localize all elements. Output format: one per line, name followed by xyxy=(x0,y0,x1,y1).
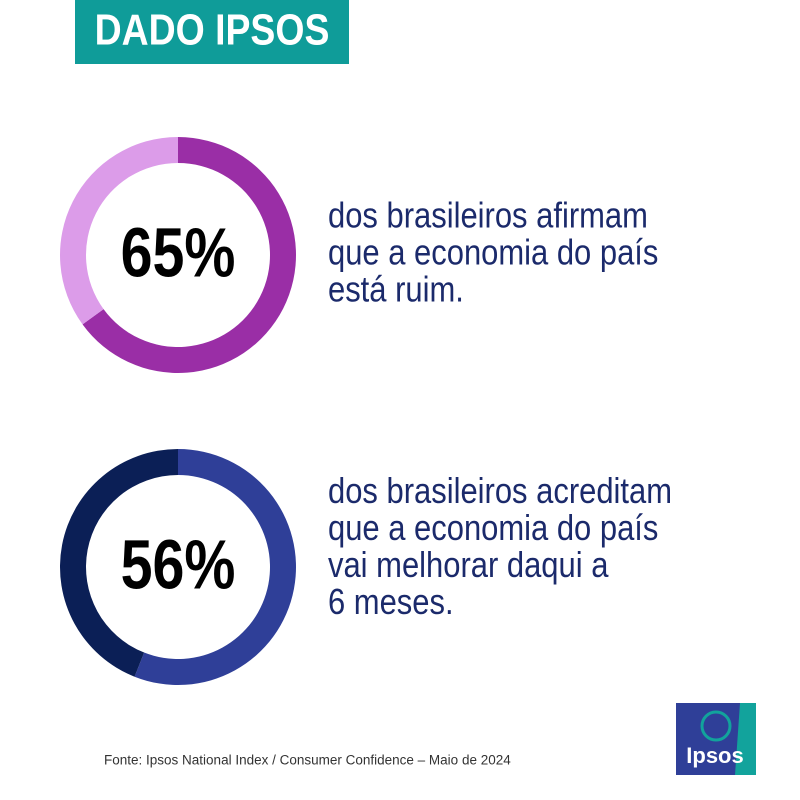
center-value: 56% xyxy=(121,525,236,604)
logo-text: Ipsos xyxy=(686,743,743,768)
logo-accent xyxy=(735,703,756,775)
center-value: 65% xyxy=(121,213,236,292)
description-line: dos brasileiros acreditam xyxy=(328,472,672,512)
donut-segment xyxy=(59,449,178,677)
source: Fonte: Ipsos National Index / Consumer C… xyxy=(104,753,511,768)
logo-icon xyxy=(700,710,732,742)
logo: Ipsos xyxy=(676,703,756,775)
donut-segment xyxy=(134,449,296,685)
description-line: vai melhorar daqui a xyxy=(328,546,609,586)
description-line: que a economia do país xyxy=(328,233,658,273)
description-line: está ruim. xyxy=(328,270,464,310)
description-line: dos brasileiros afirmam xyxy=(328,196,648,236)
header-box xyxy=(75,0,349,64)
header-title: DADO IPSOS xyxy=(95,5,330,55)
description-line: que a economia do país xyxy=(328,509,658,549)
donut-segment xyxy=(59,137,179,325)
description-line: 6 meses. xyxy=(328,583,454,623)
